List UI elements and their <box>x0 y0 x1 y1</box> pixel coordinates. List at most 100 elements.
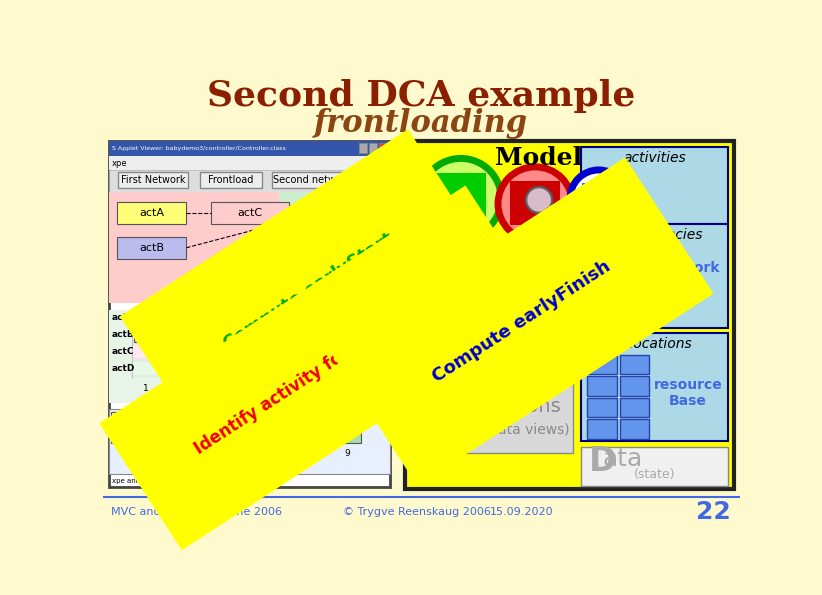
Bar <box>620 270 649 291</box>
Text: actA: actA <box>111 314 134 322</box>
Text: Compute earlyStart: Compute earlyStart <box>219 229 396 353</box>
Text: MVC and DCA:  JavaZone 2006: MVC and DCA: JavaZone 2006 <box>110 507 281 517</box>
Circle shape <box>570 170 627 227</box>
Text: Identify activity for frontloading: Identify activity for frontloading <box>192 278 455 458</box>
Text: actC: actC <box>180 349 196 355</box>
Bar <box>279 192 390 303</box>
Text: actD: actD <box>335 208 362 218</box>
Polygon shape <box>467 287 498 302</box>
Circle shape <box>421 158 501 239</box>
Text: © Trygve Reenskaug 2006: © Trygve Reenskaug 2006 <box>343 507 491 517</box>
Text: actB: actB <box>118 433 132 438</box>
Text: actA: actA <box>139 208 164 218</box>
Bar <box>410 380 573 453</box>
Bar <box>223 428 249 443</box>
Bar <box>111 412 137 425</box>
Text: ollaborations: ollaborations <box>435 397 562 416</box>
Bar <box>582 183 616 214</box>
Text: actB: actB <box>111 330 134 339</box>
Bar <box>167 412 193 425</box>
Bar <box>620 376 649 396</box>
Bar <box>301 362 353 375</box>
Text: Frontload: Frontload <box>208 175 253 185</box>
Bar <box>587 376 616 396</box>
Bar <box>117 202 187 224</box>
Text: actC: actC <box>229 416 243 421</box>
Text: Algorit...: Algorit... <box>483 248 544 262</box>
Bar <box>368 143 377 153</box>
Text: Model: Model <box>495 146 582 170</box>
Text: network
Base: network Base <box>656 261 720 292</box>
Text: actB: actB <box>229 433 243 438</box>
Text: actB: actB <box>139 243 164 253</box>
Text: C: C <box>422 392 446 425</box>
Text: 2: 2 <box>150 449 155 458</box>
Text: actB: actB <box>201 433 215 438</box>
Bar <box>200 173 261 187</box>
Text: xpe: xpe <box>112 158 127 168</box>
Bar <box>581 224 728 328</box>
Bar <box>620 293 649 315</box>
Text: allocations: allocations <box>617 337 692 351</box>
Bar <box>109 140 390 156</box>
Text: 15.09.2020: 15.09.2020 <box>490 507 554 517</box>
Text: actD: actD <box>340 433 355 438</box>
Text: 2: 2 <box>171 384 177 393</box>
Text: actC: actC <box>201 416 215 421</box>
Circle shape <box>510 261 532 283</box>
Text: activities: activities <box>623 151 686 165</box>
Bar <box>139 412 165 425</box>
Bar <box>111 428 137 443</box>
Text: actB: actB <box>173 433 187 438</box>
Bar <box>435 173 487 224</box>
Bar <box>211 202 289 224</box>
Bar <box>162 346 215 359</box>
Text: 9: 9 <box>344 449 350 458</box>
Bar <box>358 143 367 153</box>
Bar <box>223 412 249 425</box>
Bar <box>132 361 388 376</box>
Bar <box>620 245 649 267</box>
Text: First Network: First Network <box>121 175 186 185</box>
Text: 22: 22 <box>695 500 731 524</box>
Bar <box>587 398 616 417</box>
Bar <box>109 310 390 402</box>
Bar <box>117 237 187 258</box>
Text: actD: actD <box>312 433 327 438</box>
Text: 8: 8 <box>316 449 322 458</box>
Text: Second network: Second network <box>273 175 352 185</box>
Text: D: D <box>589 444 616 478</box>
Circle shape <box>498 167 572 241</box>
Bar <box>581 147 728 224</box>
Text: 3: 3 <box>178 449 183 458</box>
Bar <box>620 419 649 439</box>
Bar <box>318 202 379 224</box>
Bar <box>134 312 160 325</box>
Text: actB: actB <box>145 433 159 438</box>
Circle shape <box>526 187 552 213</box>
Text: actC: actC <box>173 416 187 421</box>
Bar <box>581 447 728 486</box>
Text: (state): (state) <box>634 468 676 481</box>
Bar <box>132 327 388 343</box>
Text: frontloading: frontloading <box>314 108 529 139</box>
Bar <box>587 355 616 374</box>
Text: xpe animated: xpe animated <box>112 478 160 484</box>
Bar <box>587 419 616 439</box>
Text: resource
Base: resource Base <box>653 378 723 408</box>
Text: 3: 3 <box>199 384 205 393</box>
Bar <box>620 398 649 417</box>
Bar <box>279 428 305 443</box>
Bar <box>109 192 279 303</box>
Text: ata: ata <box>603 447 643 471</box>
Bar <box>109 170 390 192</box>
Text: 9: 9 <box>367 384 372 393</box>
Text: actB: actB <box>180 332 196 338</box>
Bar <box>587 245 616 267</box>
Bar <box>587 270 616 291</box>
Bar <box>510 181 560 226</box>
Text: 7: 7 <box>289 449 295 458</box>
Text: 6: 6 <box>261 449 267 458</box>
Bar <box>167 428 193 443</box>
Text: actD: actD <box>111 364 135 373</box>
